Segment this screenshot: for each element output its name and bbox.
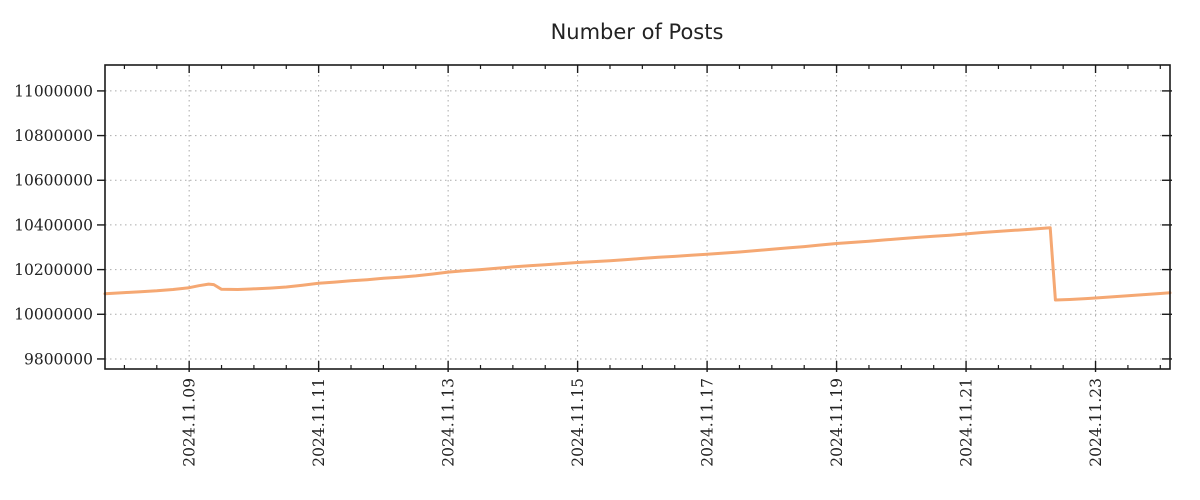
label-layer: 2024.11.09 2024.11.11 2024.11.13 2024.11.15… — [14, 82, 1105, 466]
x-tick-label: 2024.11.15 — [569, 378, 587, 467]
x-tick-label: 2024.11.09 — [181, 378, 199, 467]
frame-layer — [104, 64, 1171, 370]
series-line — [103, 226, 1172, 302]
y-tick-label: 9800000 — [24, 350, 93, 368]
y-tick-label: 11000000 — [14, 82, 93, 100]
y-tick-label: 10200000 — [14, 261, 93, 279]
series-layer — [103, 226, 1172, 302]
x-tick-label: 2024.11.11 — [310, 378, 328, 467]
y-tick-label: 10000000 — [14, 306, 93, 324]
x-tick-label: 2024.11.19 — [828, 378, 846, 467]
y-tick-label: 10400000 — [14, 216, 93, 234]
tick-layer — [97, 65, 1172, 372]
x-tick-label: 2024.11.17 — [699, 378, 717, 467]
x-tick-label: 2024.11.13 — [440, 378, 458, 467]
y-tick-label: 10600000 — [14, 172, 93, 190]
chart-title: Number of Posts — [551, 20, 724, 44]
y-tick-label: 10800000 — [14, 127, 93, 145]
grid-layer — [105, 65, 1170, 369]
plot-frame — [104, 64, 1171, 370]
x-tick-label: 2024.11.21 — [957, 378, 975, 467]
x-tick-label: 2024.11.23 — [1087, 378, 1105, 467]
